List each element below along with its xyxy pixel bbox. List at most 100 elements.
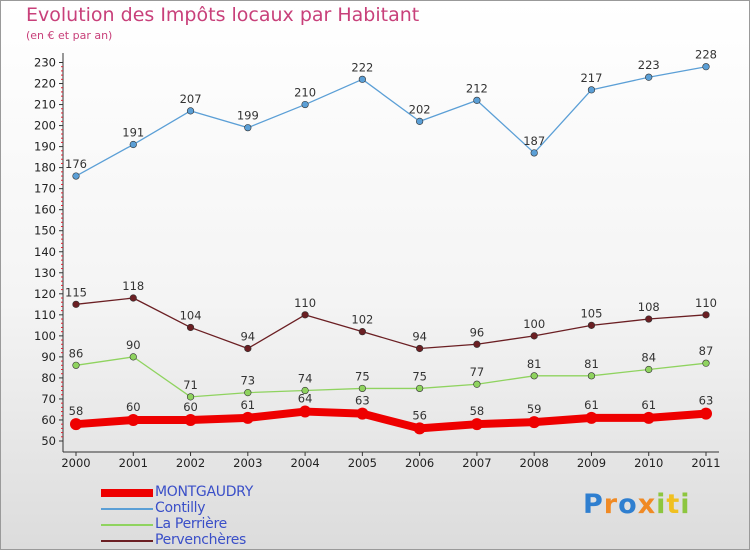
y-tick-label: 230 <box>34 56 56 70</box>
data-point-contilly <box>587 86 596 94</box>
y-tick-label: 50 <box>41 434 56 448</box>
data-point-la_perriere <box>129 353 137 361</box>
data-point-pervencheres <box>186 323 195 332</box>
x-tick-label: 2003 <box>233 456 262 470</box>
data-label-montgaudry: 58 <box>69 404 84 418</box>
data-point-montgaudry <box>241 411 254 424</box>
y-tick-label: 130 <box>34 266 56 280</box>
data-label-contilly: 191 <box>122 126 144 140</box>
x-tick-label: 2010 <box>634 456 663 470</box>
data-point-pervencheres <box>473 340 481 348</box>
data-label-montgaudry: 63 <box>699 394 714 408</box>
data-label-montgaudry: 61 <box>584 398 599 412</box>
data-point-la_perriere <box>72 361 80 369</box>
data-point-contilly <box>358 75 366 83</box>
data-label-pervencheres: 100 <box>523 317 545 331</box>
data-point-la_perriere <box>645 365 653 374</box>
data-point-contilly <box>301 100 309 109</box>
data-point-la_perriere <box>587 372 596 380</box>
data-point-montgaudry <box>356 407 369 420</box>
data-point-contilly <box>702 63 710 71</box>
x-tick-label: 2002 <box>176 456 205 470</box>
data-point-montgaudry <box>184 413 197 426</box>
data-label-contilly: 217 <box>580 71 602 85</box>
y-tick-label: 100 <box>34 329 56 343</box>
data-label-la_perriere: 73 <box>240 374 255 388</box>
y-tick-label: 60 <box>41 413 56 427</box>
data-label-pervencheres: 94 <box>240 329 255 343</box>
y-tick-label: 90 <box>41 350 56 364</box>
data-label-pervencheres: 110 <box>294 296 316 310</box>
data-point-la_perriere <box>186 393 195 401</box>
x-tick-label: 2005 <box>348 456 377 470</box>
y-tick-label: 140 <box>34 245 56 259</box>
x-tick-label: 2008 <box>520 456 549 470</box>
data-point-montgaudry <box>299 405 312 418</box>
data-label-montgaudry: 59 <box>527 402 542 416</box>
data-label-montgaudry: 61 <box>240 398 255 412</box>
data-label-pervencheres: 96 <box>470 325 485 339</box>
legend-label-montgaudry: MONTGAUDRY <box>155 484 253 500</box>
y-tick-label: 160 <box>34 203 56 217</box>
data-label-la_perriere: 87 <box>699 344 714 358</box>
legend-swatch-la-perriere <box>101 524 153 526</box>
x-tick-label: 2006 <box>405 456 434 470</box>
y-tick-label: 180 <box>34 161 56 175</box>
data-label-contilly: 207 <box>180 92 202 106</box>
data-label-contilly: 228 <box>695 48 717 62</box>
data-label-la_perriere: 86 <box>69 346 84 360</box>
data-point-montgaudry <box>585 411 598 424</box>
data-point-montgaudry <box>642 411 655 424</box>
data-label-montgaudry: 56 <box>412 408 427 422</box>
data-label-montgaudry: 60 <box>183 400 198 414</box>
data-point-la_perriere <box>473 380 481 388</box>
x-tick-label: 2000 <box>61 456 90 470</box>
logo-letter: x <box>637 489 657 520</box>
data-point-montgaudry <box>70 418 82 431</box>
data-label-la_perriere: 84 <box>641 351 656 365</box>
y-tick-label: 200 <box>34 119 56 133</box>
x-tick-label: 2007 <box>462 456 491 470</box>
logo-letter: o <box>618 489 638 520</box>
logo-letter: P <box>583 489 604 520</box>
data-point-montgaudry <box>528 416 541 429</box>
data-label-contilly: 223 <box>638 58 660 72</box>
y-tick-label: 220 <box>34 77 56 91</box>
data-label-contilly: 210 <box>294 86 316 100</box>
data-point-pervencheres <box>358 328 366 336</box>
data-point-contilly <box>416 117 424 125</box>
data-point-la_perriere <box>301 386 309 395</box>
data-point-la_perriere <box>358 384 366 393</box>
legend-swatch-pervencheres <box>101 540 153 542</box>
data-point-contilly <box>530 149 538 157</box>
y-tick-label: 150 <box>34 224 56 238</box>
data-point-pervencheres <box>530 332 538 340</box>
data-point-contilly <box>645 73 653 81</box>
legend-swatch-contilly <box>101 508 153 510</box>
y-tick-label: 210 <box>34 98 56 112</box>
data-point-montgaudry <box>127 413 140 426</box>
logo-letter: r <box>603 489 619 520</box>
legend-label-contilly: Contilly <box>155 500 206 516</box>
data-label-pervencheres: 104 <box>180 308 202 322</box>
data-label-pervencheres: 102 <box>351 313 373 327</box>
x-tick-label: 2001 <box>119 456 148 470</box>
data-label-contilly: 202 <box>409 102 431 116</box>
x-tick-label: 2011 <box>691 456 720 470</box>
data-point-montgaudry <box>700 407 712 420</box>
data-label-pervencheres: 108 <box>638 300 660 314</box>
data-point-pervencheres <box>72 300 80 308</box>
data-point-montgaudry <box>470 418 483 431</box>
axes: 50 60 70 80 90 100 110 120 130 140 150 160 170 180 190… <box>34 53 721 470</box>
data-point-la_perriere <box>530 372 538 380</box>
data-label-la_perriere: 90 <box>126 338 141 352</box>
data-point-contilly <box>244 124 252 132</box>
data-label-pervencheres: 115 <box>65 285 87 299</box>
data-label-contilly: 187 <box>523 134 545 148</box>
data-label-montgaudry: 63 <box>355 394 370 408</box>
y-tick-label: 170 <box>34 182 56 196</box>
data-label-la_perriere: 81 <box>584 357 599 371</box>
y-tick-label: 110 <box>34 308 56 322</box>
data-label-la_perriere: 75 <box>412 369 427 383</box>
